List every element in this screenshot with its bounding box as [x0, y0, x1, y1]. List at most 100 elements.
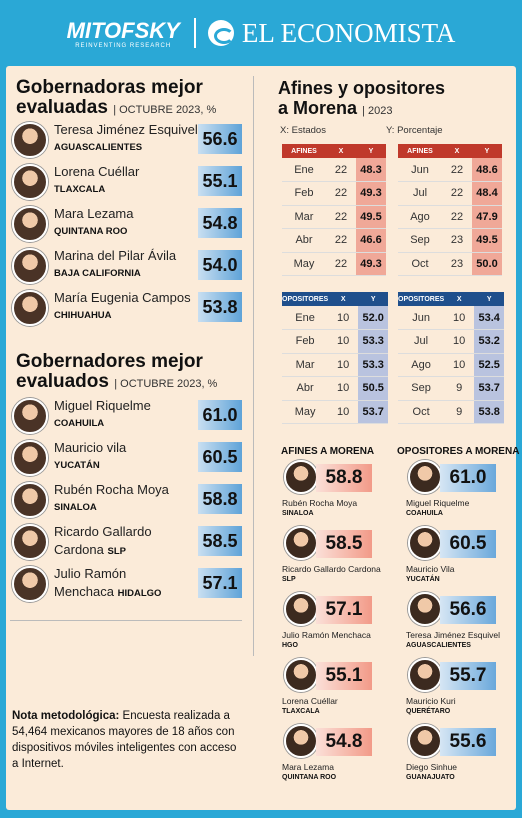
governor-state: HGO — [282, 642, 298, 649]
states-cell: 22 — [326, 181, 356, 206]
approval-value: 60.5 — [440, 530, 496, 558]
economista-icon — [207, 20, 234, 46]
methodology-note: Nota metodológica: Encuesta realizada a … — [12, 708, 244, 772]
women-title-line2: evaluadas — [16, 97, 108, 118]
approval-value: 58.8 — [198, 484, 242, 514]
men-section-title: Gobernadores mejor evaluados | OCTUBRE 2… — [16, 352, 217, 394]
states-cell: 10 — [328, 400, 359, 424]
header: MITOFSKY REINVENTING RESEARCH EL ECONOMI… — [0, 0, 522, 66]
percent-cell: 53.3 — [358, 329, 389, 354]
approval-value: 57.1 — [316, 596, 372, 624]
right-title-line1: Afines y opositores — [278, 78, 446, 98]
header-divider — [193, 18, 196, 48]
section-divider — [10, 620, 242, 621]
table-header: AFINES — [398, 144, 442, 158]
approval-value: 58.5 — [198, 526, 242, 556]
af-governor-card: 57.1 Julio Ramón Menchaca HGO — [280, 592, 392, 654]
governor-row: Mauricio vila YUCATÁN 60.5 — [12, 438, 242, 480]
governor-state: TLAXCALA — [54, 184, 106, 195]
table-header: X — [326, 144, 356, 158]
af-table: AFINES X Y Jun 22 48.6 Jul 22 48.4 Ago 22 47.9 Sep 23… — [398, 144, 502, 276]
month-cell: Ago — [398, 353, 445, 377]
governor-row: Ricardo Gallardo Cardona SLP 58.5 — [12, 522, 242, 564]
women-section-title: Gobernadoras mejor evaluadas | OCTUBRE 2… — [16, 78, 216, 120]
states-cell: 22 — [326, 252, 356, 276]
approval-value: 55.6 — [440, 728, 496, 756]
governor-name: Mara Lezama — [282, 762, 334, 772]
governor-state: BAJA CALIFORNIA — [54, 268, 141, 279]
governor-name: Mauricio Kuri — [406, 696, 456, 706]
governor-state: YUCATÁN — [54, 460, 100, 471]
table-row: Mar 10 53.3 — [282, 353, 389, 377]
approval-value: 55.1 — [198, 166, 242, 196]
table-row: Oct 9 53.8 — [398, 400, 505, 424]
governor-photo — [408, 592, 442, 626]
governor-state: YUCATÁN — [406, 576, 440, 583]
governor-state: SINALOA — [282, 510, 314, 517]
table-header: Y — [474, 292, 505, 306]
partner-name: EL ECONOMISTA — [241, 17, 456, 48]
afines-morena-title: AFINES A MORENA — [281, 446, 375, 457]
op-governor-card: 55.6 Diego Sinhue GUANAJUATO — [404, 724, 516, 786]
percent-cell: 53.7 — [358, 400, 389, 424]
percent-cell: 50.0 — [472, 252, 502, 276]
governor-name-line2: Menchaca HIDALGO — [54, 584, 162, 599]
table-row: Sep 23 49.5 — [398, 228, 502, 253]
men-subtitle: | OCTUBRE 2023, % — [114, 378, 218, 390]
mitofsky-logo: MITOFSKY REINVENTING RESEARCH — [67, 18, 180, 49]
column-divider — [253, 76, 254, 656]
percent-cell: 49.3 — [356, 181, 386, 206]
table-row: Oct 23 50.0 — [398, 252, 502, 276]
table-row: Ene 10 52.0 — [282, 306, 389, 330]
percent-cell: 50.5 — [358, 376, 389, 401]
table-header: X — [328, 292, 359, 306]
table-header: X — [442, 144, 472, 158]
governor-state: COAHUILA — [54, 418, 105, 429]
governor-name: María Eugenia Campos — [54, 290, 191, 305]
states-cell: 22 — [326, 228, 356, 253]
month-cell: Sep — [398, 228, 442, 253]
governor-state: HIDALGO — [117, 588, 162, 599]
right-title-line2: a Morena — [278, 98, 358, 118]
governor-state: COAHUILA — [406, 510, 443, 517]
governor-photo — [12, 164, 48, 200]
op-table: OPOSITORES X Y Jun 10 53.4 Jul 10 53.2 Ago 10 52.5 S… — [398, 292, 505, 424]
governor-state: SINALOA — [54, 502, 97, 513]
states-cell: 22 — [442, 205, 472, 229]
percent-cell: 47.9 — [472, 205, 502, 229]
states-cell: 9 — [444, 376, 475, 401]
month-cell: Ago — [398, 205, 442, 229]
month-cell: Abr — [282, 376, 329, 401]
men-title-line2: evaluados — [16, 371, 109, 392]
table-row: Abr 10 50.5 — [282, 376, 389, 401]
month-cell: Mar — [282, 205, 326, 229]
states-cell: 23 — [442, 252, 472, 276]
table-row: Jul 22 48.4 — [398, 181, 502, 206]
opositores-morena-title: OPOSITORES A MORENA — [397, 446, 520, 457]
governor-photo — [284, 658, 318, 692]
governor-state: GUANAJUATO — [406, 774, 455, 781]
states-cell: 22 — [326, 205, 356, 229]
x-axis-label: X: Estados — [280, 125, 326, 136]
states-cell: 22 — [442, 158, 472, 182]
approval-value: 54.8 — [198, 208, 242, 238]
governor-photo — [12, 248, 48, 284]
governor-photo — [12, 122, 48, 158]
governor-name: Teresa Jiménez Esquivel — [406, 630, 501, 640]
op-governor-card: 61.0 Miguel Riquelme COAHUILA — [404, 460, 516, 522]
governor-name: Lorena Cuéllar — [54, 164, 140, 179]
governor-state: TLAXCALA — [282, 708, 320, 715]
percent-cell: 49.5 — [356, 205, 386, 229]
af-table: AFINES X Y Ene 22 48.3 Feb 22 49.3 Mar 22 49.5 Abr 22… — [282, 144, 386, 276]
percent-cell: 48.4 — [472, 181, 502, 206]
month-cell: Feb — [282, 329, 329, 354]
af-governor-card: 58.8 Rubén Rocha Moya SINALOA — [280, 460, 392, 522]
table-row: Feb 10 53.3 — [282, 329, 389, 354]
month-cell: Oct — [398, 400, 445, 424]
percent-cell: 48.3 — [356, 158, 386, 182]
states-cell: 10 — [328, 306, 359, 330]
month-cell: Ene — [282, 306, 329, 330]
governor-photo — [284, 592, 318, 626]
month-cell: Abr — [282, 228, 326, 253]
states-cell: 10 — [444, 306, 475, 330]
